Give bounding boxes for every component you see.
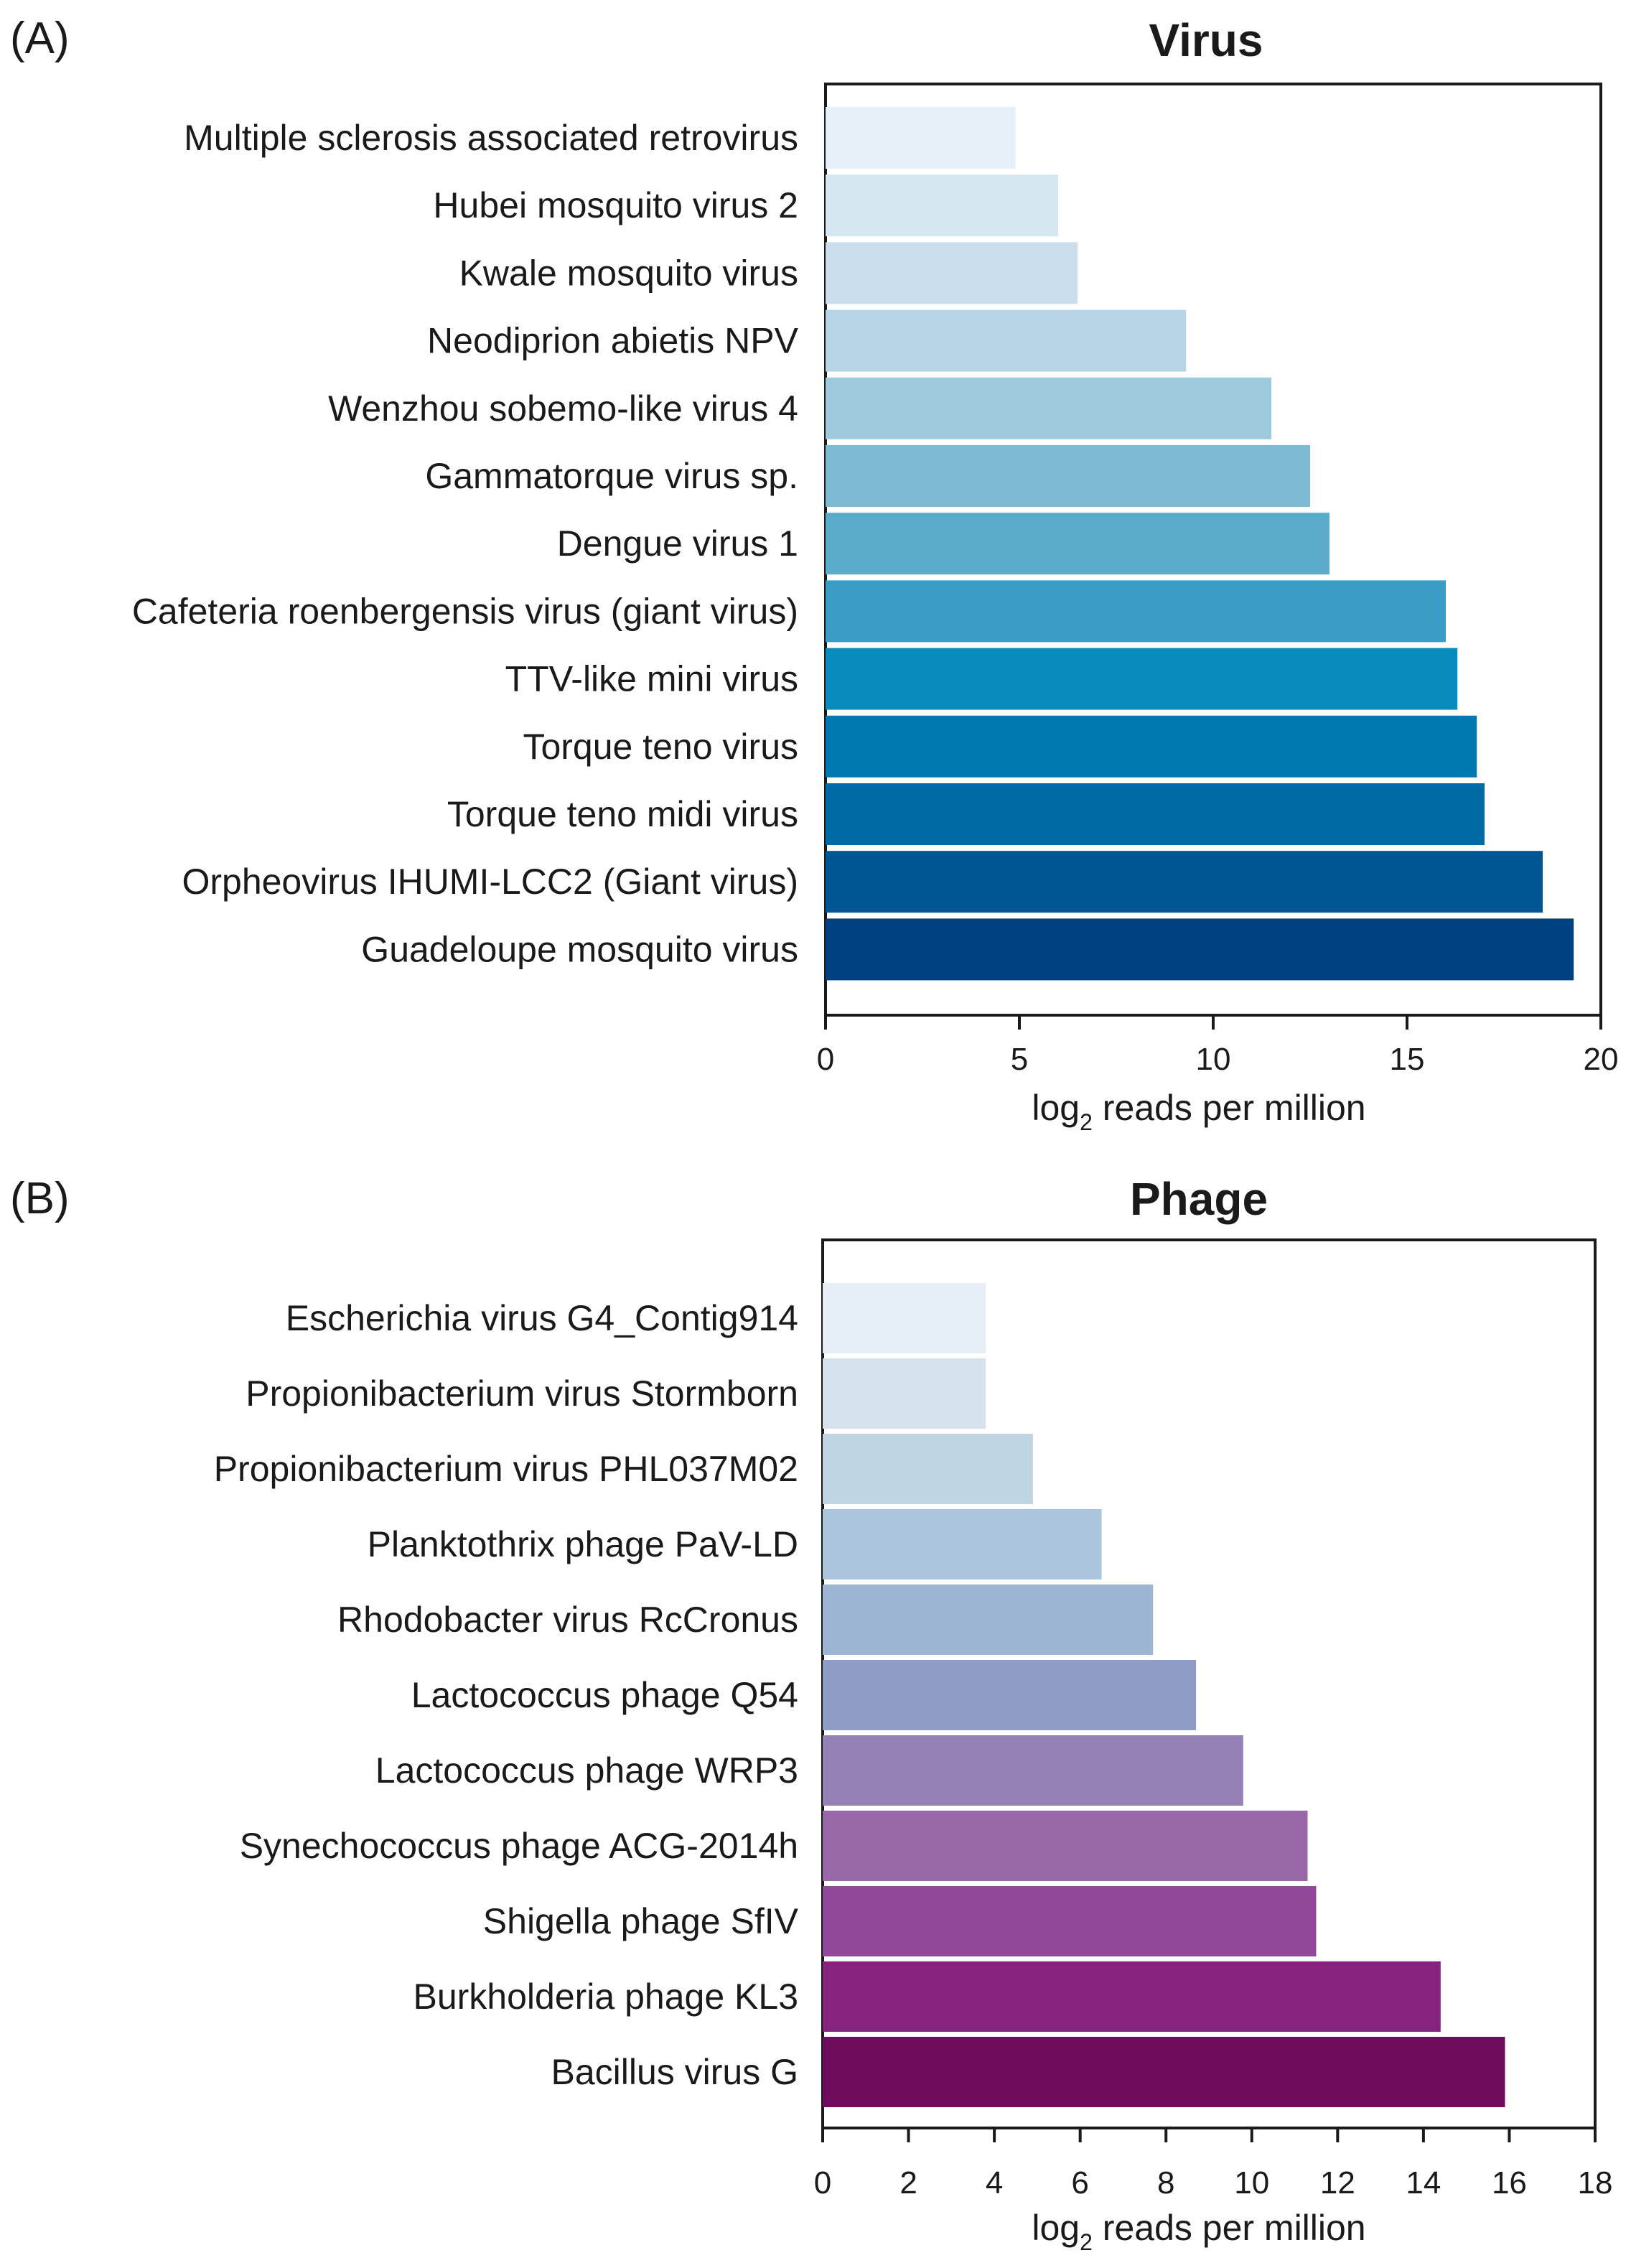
virus-x-axis-label: log2 reads per million [1032, 1088, 1365, 1135]
bar-virus-10 [826, 783, 1485, 845]
bar-phage-2 [823, 1434, 1033, 1504]
virus-chart: (A) Virus Multiple sclerosis associated … [10, 14, 1618, 1135]
bar-phage-0 [823, 1283, 986, 1353]
x-tick-label-phage-8: 16 [1492, 2165, 1527, 2201]
bar-virus-8 [826, 648, 1458, 710]
x-tick-label-phage-4: 8 [1157, 2165, 1174, 2201]
category-label-virus-9: Torque teno virus [523, 727, 798, 767]
bar-phage-7 [823, 1811, 1308, 1881]
category-label-phage-2: Propionibacterium virus PHL037M02 [214, 1449, 798, 1489]
category-label-phage-3: Planktothrix phage PaV-LD [368, 1524, 798, 1564]
category-label-phage-7: Synechococcus phage ACG-2014h [240, 1826, 798, 1866]
x-tick-label-phage-1: 2 [899, 2165, 917, 2201]
virus-x-ticks: 0 5 10 15 20 [817, 1015, 1619, 1077]
bar-phage-10 [823, 2037, 1505, 2107]
virus-chart-title: Virus [1149, 14, 1263, 66]
category-label-phage-8: Shigella phage SfIV [483, 1901, 799, 1941]
x-tick-label-phage-9: 18 [1578, 2165, 1613, 2201]
category-label-virus-6: Dengue virus 1 [557, 523, 798, 564]
category-label-virus-12: Guadeloupe mosquito virus [361, 929, 798, 969]
virus-category-labels: Multiple sclerosis associated retrovirus… [132, 118, 799, 969]
bar-virus-4 [826, 377, 1271, 439]
x-tick-label-phage-3: 6 [1071, 2165, 1088, 2201]
category-label-virus-11: Orpheovirus IHUMI-LCC2 (Giant virus) [182, 862, 798, 902]
bar-virus-5 [826, 445, 1310, 507]
x-tick-label-phage-2: 4 [986, 2165, 1003, 2201]
category-label-virus-3: Neodiprion abietis NPV [427, 321, 799, 361]
category-label-phage-10: Bacillus virus G [551, 2052, 798, 2092]
panel-label-a: (A) [10, 14, 70, 63]
bar-phage-3 [823, 1509, 1102, 1579]
category-label-virus-10: Torque teno midi virus [447, 794, 798, 834]
category-label-virus-7: Cafeteria roenbergensis virus (giant vir… [132, 591, 798, 631]
bar-virus-2 [826, 242, 1078, 304]
bar-virus-0 [826, 107, 1016, 169]
virus-x-axis-label-log: log [1032, 1088, 1080, 1128]
category-label-phage-5: Lactococcus phage Q54 [411, 1675, 798, 1715]
bar-phage-6 [823, 1735, 1243, 1806]
category-label-phage-9: Burkholderia phage KL3 [413, 1977, 799, 2017]
bar-virus-7 [826, 580, 1446, 643]
category-label-phage-6: Lactococcus phage WRP3 [375, 1750, 798, 1791]
phage-x-axis-label-subscript: 2 [1080, 2229, 1093, 2255]
virus-bars [826, 107, 1574, 981]
x-tick-label-phage-7: 14 [1406, 2165, 1441, 2201]
x-tick-label-phage-0: 0 [814, 2165, 831, 2201]
category-label-phage-0: Escherichia virus G4_Contig914 [286, 1298, 798, 1338]
bar-virus-12 [826, 918, 1574, 981]
x-tick-label-virus-0: 0 [817, 1042, 834, 1077]
x-tick-label-virus-2: 10 [1196, 1042, 1231, 1077]
bar-phage-1 [823, 1358, 986, 1429]
phage-bars [823, 1283, 1505, 2107]
category-label-virus-1: Hubei mosquito virus 2 [433, 185, 798, 225]
x-tick-label-virus-4: 20 [1584, 1042, 1619, 1077]
bar-virus-3 [826, 309, 1187, 372]
category-label-phage-1: Propionibacterium virus Stormborn [246, 1373, 798, 1414]
x-tick-label-virus-1: 5 [1011, 1042, 1028, 1077]
bar-virus-1 [826, 174, 1058, 237]
phage-chart: (B) Phage Escherichia virus G4_Contig914… [10, 1173, 1612, 2255]
bar-phage-5 [823, 1660, 1197, 1730]
category-label-virus-5: Gammatorque virus sp. [425, 456, 798, 496]
category-label-virus-0: Multiple sclerosis associated retrovirus [184, 118, 798, 158]
category-label-virus-2: Kwale mosquito virus [459, 253, 798, 293]
virus-x-axis-label-rest: reads per million [1093, 1088, 1366, 1128]
phage-chart-title: Phage [1130, 1173, 1268, 1225]
bar-phage-8 [823, 1886, 1317, 1956]
category-label-virus-8: TTV-like mini virus [505, 659, 798, 699]
bar-virus-11 [826, 851, 1543, 913]
phage-x-axis-label-log: log [1032, 2208, 1080, 2248]
bar-phage-4 [823, 1585, 1154, 1655]
bar-phage-9 [823, 1961, 1441, 2032]
phage-x-axis-label-rest: reads per million [1093, 2208, 1366, 2248]
x-tick-label-phage-5: 10 [1234, 2165, 1269, 2201]
category-label-virus-4: Wenzhou sobemo-like virus 4 [328, 388, 798, 429]
phage-x-axis-label: log2 reads per million [1032, 2208, 1365, 2255]
phage-x-ticks: 0 2 4 6 8 10 12 14 16 18 [814, 2128, 1613, 2201]
phage-category-labels: Escherichia virus G4_Contig914 Propioniba… [214, 1298, 799, 2092]
x-tick-label-virus-3: 15 [1390, 1042, 1425, 1077]
virus-x-axis-label-subscript: 2 [1080, 1109, 1093, 1135]
category-label-phage-4: Rhodobacter virus RcCronus [337, 1600, 798, 1640]
bar-virus-9 [826, 715, 1477, 778]
bar-virus-6 [826, 513, 1329, 575]
panel-label-b: (B) [10, 1174, 70, 1223]
x-tick-label-phage-6: 12 [1320, 2165, 1355, 2201]
